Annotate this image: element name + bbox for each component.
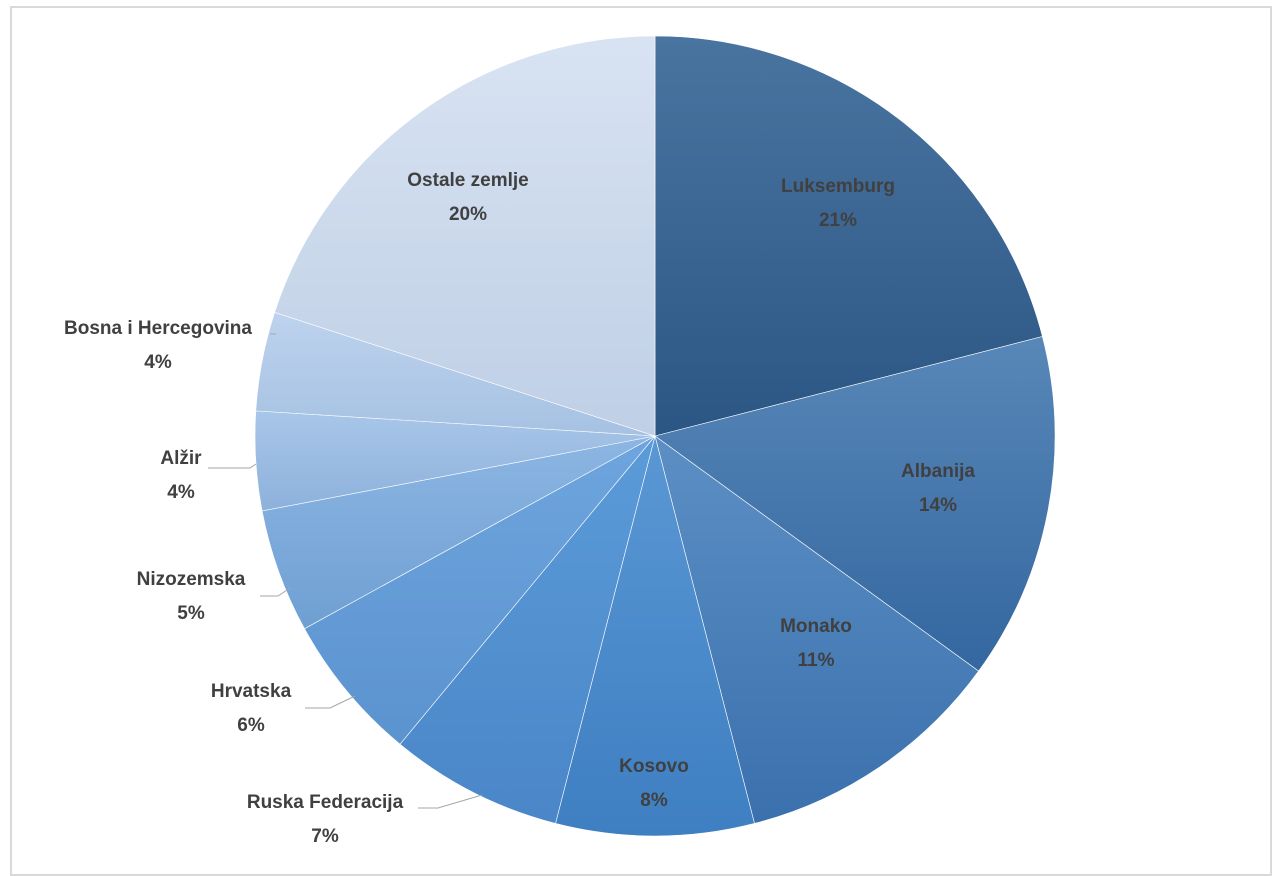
pie-slice-albanija xyxy=(654,336,1056,672)
slice-label: Nizozemska xyxy=(137,569,246,590)
pie-slice-hrvatska xyxy=(304,435,656,745)
slice-label: Ruska Federacija xyxy=(247,792,404,813)
slice-label: Kosovo xyxy=(619,756,689,777)
slice-label: Bosna i Hercegovina xyxy=(64,318,252,339)
leader-line xyxy=(418,794,483,809)
slice-label: Ostale zemlje xyxy=(407,170,528,191)
slice-label: Monako xyxy=(780,616,852,637)
slice-label: Hrvatska xyxy=(211,681,292,702)
leader-line xyxy=(305,695,356,709)
slice-percent: 5% xyxy=(177,603,205,624)
slice-percent: 14% xyxy=(919,495,957,516)
slice-percent: 8% xyxy=(640,790,668,811)
pie-slice-luksemburg xyxy=(654,35,1043,437)
leader-line xyxy=(260,587,291,597)
pie-slice-ruska-federacija xyxy=(399,435,656,824)
slice-label: Albanija xyxy=(901,461,975,482)
slice-label: Alžir xyxy=(160,448,202,469)
slice-percent: 4% xyxy=(167,482,195,503)
pie-slice-monako xyxy=(654,435,980,824)
slice-percent: 7% xyxy=(311,826,339,847)
slice-percent: 21% xyxy=(819,210,857,231)
slice-label: Luksemburg xyxy=(781,176,895,197)
slice-percent: 11% xyxy=(798,650,835,671)
slice-percent: 4% xyxy=(144,352,172,373)
leader-line xyxy=(208,463,257,469)
pie-slice-ostale-zemlje xyxy=(274,35,656,437)
slice-percent: 6% xyxy=(237,715,265,736)
slice-percent: 20% xyxy=(449,204,487,225)
pie-slice-kosovo xyxy=(555,435,755,837)
